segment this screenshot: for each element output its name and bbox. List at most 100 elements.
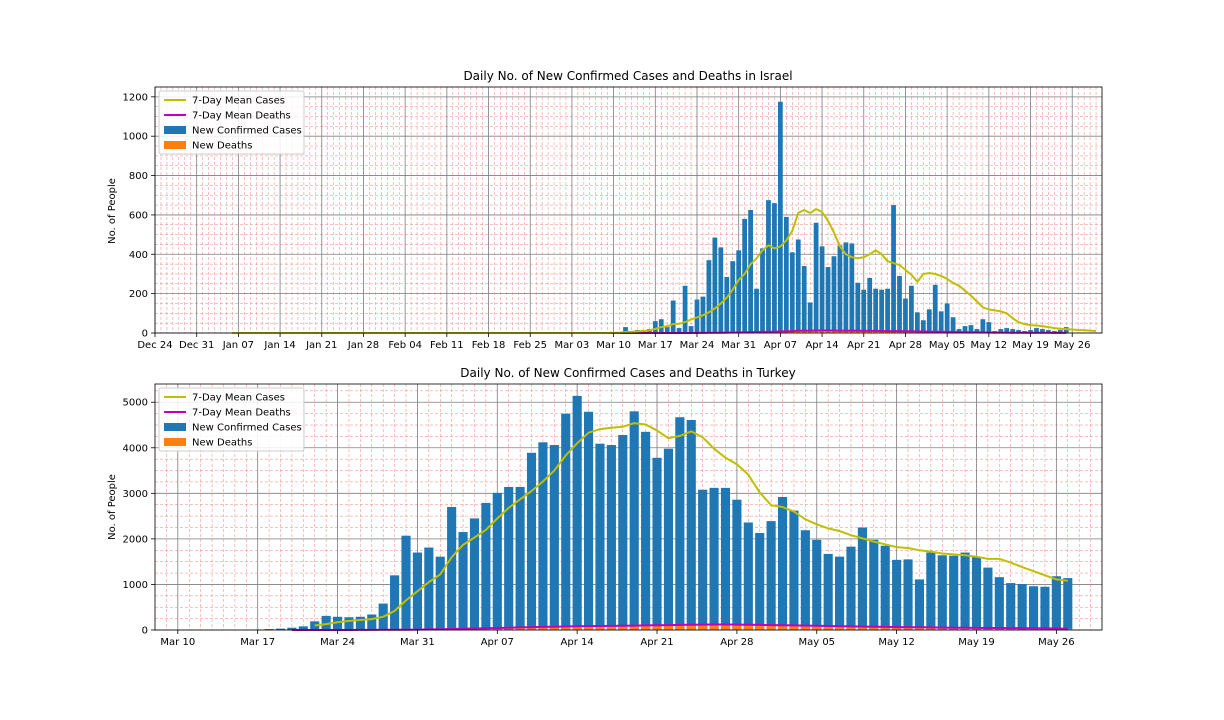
legend-label: 7-Day Mean Cases xyxy=(192,393,285,404)
bar-new-deaths xyxy=(837,331,843,333)
bar-new-deaths xyxy=(897,331,902,333)
bar-new-deaths xyxy=(538,626,548,630)
x-tick-label: Apr 14 xyxy=(561,637,594,648)
bar-new-cases xyxy=(709,487,719,630)
bar-new-cases xyxy=(813,222,819,333)
x-tick-label: May 05 xyxy=(798,637,835,648)
bar-new-deaths xyxy=(641,624,651,630)
bar-new-deaths xyxy=(823,626,833,630)
bar-new-cases xyxy=(724,276,730,333)
bar-new-cases xyxy=(538,442,548,630)
x-tick-label: Mar 17 xyxy=(240,637,275,648)
bar-new-deaths xyxy=(983,628,993,630)
bar-new-deaths xyxy=(994,628,1004,630)
bar-new-deaths xyxy=(777,625,788,630)
y-tick-label: 2000 xyxy=(123,534,148,545)
bar-new-cases xyxy=(401,535,411,630)
legend-label: New Confirmed Cases xyxy=(192,423,302,434)
bar-new-cases xyxy=(1040,586,1050,630)
bar-new-deaths xyxy=(789,625,799,630)
bar-new-deaths xyxy=(663,624,673,630)
bar-new-cases xyxy=(730,261,736,333)
line-7day-mean-cases xyxy=(314,422,1068,627)
bar-new-cases xyxy=(355,616,365,630)
x-tick-label: May 26 xyxy=(1054,340,1091,351)
bar-new-cases xyxy=(914,312,920,333)
bar-new-cases xyxy=(861,289,867,333)
bar-new-cases xyxy=(1010,329,1016,333)
bar-new-cases xyxy=(584,411,594,630)
bar-new-deaths xyxy=(835,626,845,630)
bar-new-cases xyxy=(914,579,925,630)
bar-new-cases xyxy=(469,518,480,630)
bar-new-deaths xyxy=(743,625,753,630)
bar-new-cases xyxy=(718,247,724,333)
x-tick-label: Dec 24 xyxy=(137,340,172,351)
bar-new-deaths xyxy=(652,624,662,630)
bar-new-cases xyxy=(743,522,753,630)
legend-label: 7-Day Mean Deaths xyxy=(192,111,291,122)
bar-new-cases xyxy=(652,321,658,333)
bar-new-cases xyxy=(664,327,670,333)
bar-new-cases xyxy=(956,329,962,333)
x-tick-label: Mar 24 xyxy=(680,340,715,351)
bar-new-deaths xyxy=(686,624,696,630)
bar-new-cases xyxy=(849,243,855,333)
bar-new-cases xyxy=(1016,330,1021,333)
x-tick-label: Feb 11 xyxy=(430,340,464,351)
bar-new-cases xyxy=(742,218,748,333)
y-tick-label: 400 xyxy=(129,250,148,261)
line-7day-mean-cases xyxy=(232,207,1097,334)
bar-new-cases xyxy=(606,445,616,630)
bar-new-deaths xyxy=(914,627,925,630)
bar-new-cases xyxy=(885,288,890,333)
y-tick-label: 1000 xyxy=(123,580,148,591)
bar-new-cases xyxy=(837,245,843,333)
bar-new-cases xyxy=(789,252,795,333)
bar-new-deaths xyxy=(846,627,856,630)
bar-new-deaths xyxy=(1028,628,1039,630)
bar-new-cases xyxy=(447,507,457,630)
bar-new-cases xyxy=(298,626,308,630)
x-tick-label: Feb 18 xyxy=(472,340,506,351)
legend-bar-swatch xyxy=(164,141,186,149)
bar-new-cases xyxy=(891,205,896,333)
bar-new-cases xyxy=(880,545,890,630)
bar-new-deaths xyxy=(879,331,885,333)
bar-new-cases xyxy=(795,239,801,333)
bar-new-cases xyxy=(515,486,525,630)
x-tick-label: Feb 25 xyxy=(513,340,547,351)
bar-new-cases xyxy=(706,260,712,333)
bar-new-deaths xyxy=(755,625,765,630)
bar-new-deaths xyxy=(920,332,926,333)
bar-new-deaths xyxy=(561,625,571,630)
bar-new-deaths xyxy=(971,628,982,630)
bar-new-deaths xyxy=(885,331,890,333)
bar-new-deaths xyxy=(861,331,867,333)
bar-new-cases xyxy=(807,302,813,333)
bar-new-cases xyxy=(968,325,974,333)
bar-new-deaths xyxy=(857,627,867,630)
bar-new-deaths xyxy=(807,331,813,333)
x-tick-label: Jan 07 xyxy=(222,340,254,351)
bar-new-cases xyxy=(641,431,651,630)
x-tick-label: May 26 xyxy=(1038,637,1075,648)
bar-new-deaths xyxy=(914,331,920,333)
bar-new-cases xyxy=(812,539,822,630)
bar-new-cases xyxy=(549,445,559,630)
bar-new-cases xyxy=(903,298,908,333)
legend-box xyxy=(158,90,305,155)
x-tick-label: Apr 07 xyxy=(764,340,797,351)
x-tick-label: Mar 17 xyxy=(638,340,673,351)
bar-new-cases xyxy=(949,555,959,630)
bar-new-cases xyxy=(1004,328,1010,333)
chart-title: Daily No. of New Confirmed Cases and Dea… xyxy=(463,69,792,83)
bar-new-cases xyxy=(458,532,468,630)
bar-new-cases xyxy=(994,577,1004,630)
legend-label: 7-Day Mean Cases xyxy=(192,96,285,107)
bar-new-deaths xyxy=(698,624,708,630)
x-tick-label: Jan 28 xyxy=(347,340,379,351)
bar-new-deaths xyxy=(892,627,902,630)
x-tick-label: May 05 xyxy=(929,340,966,351)
